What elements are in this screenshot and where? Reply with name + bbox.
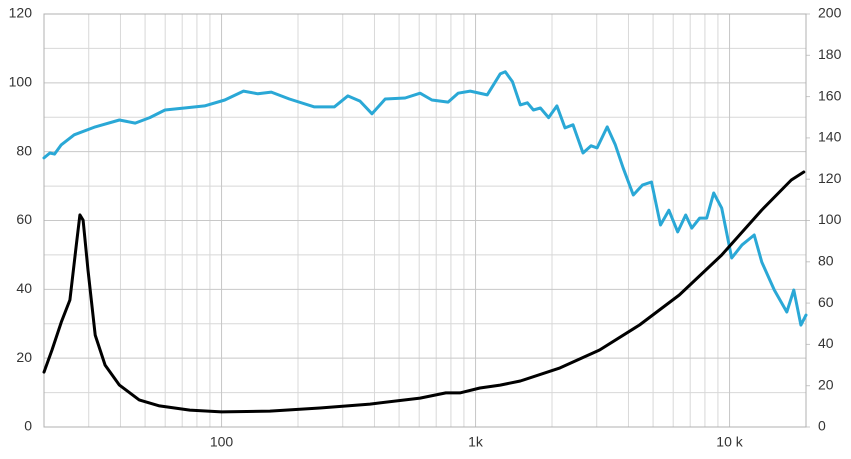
series-line [42,70,808,327]
x-tick-label: 1k [468,434,484,450]
y2-tick-label: 20 [818,376,834,392]
x-tick-label: 10 k [716,434,743,450]
y2-tick-label: 0 [818,418,826,434]
y2-tick-label: 180 [818,46,842,62]
series-line [42,170,806,414]
y-tick-label: 0 [24,418,32,434]
y2-tick-label: 200 [818,5,842,21]
y2-tick-label: 60 [818,294,834,310]
y-tick-label: 80 [16,142,32,158]
x-tick-label: 100 [210,434,234,450]
y2-tick-label: 120 [818,170,842,186]
y2-tick-label: 80 [818,253,834,269]
y-tick-label: 40 [16,280,32,296]
y-tick-label: 120 [9,5,33,21]
y2-tick-label: 40 [818,335,834,351]
y-tick-label: 60 [16,211,32,227]
plot-border [43,13,807,428]
y-tick-label: 20 [16,349,32,365]
y-tick-label: 100 [9,74,33,90]
y2-tick-label: 160 [818,87,842,103]
y2-tick-label: 100 [818,211,842,227]
y2-tick-label: 140 [818,129,842,145]
